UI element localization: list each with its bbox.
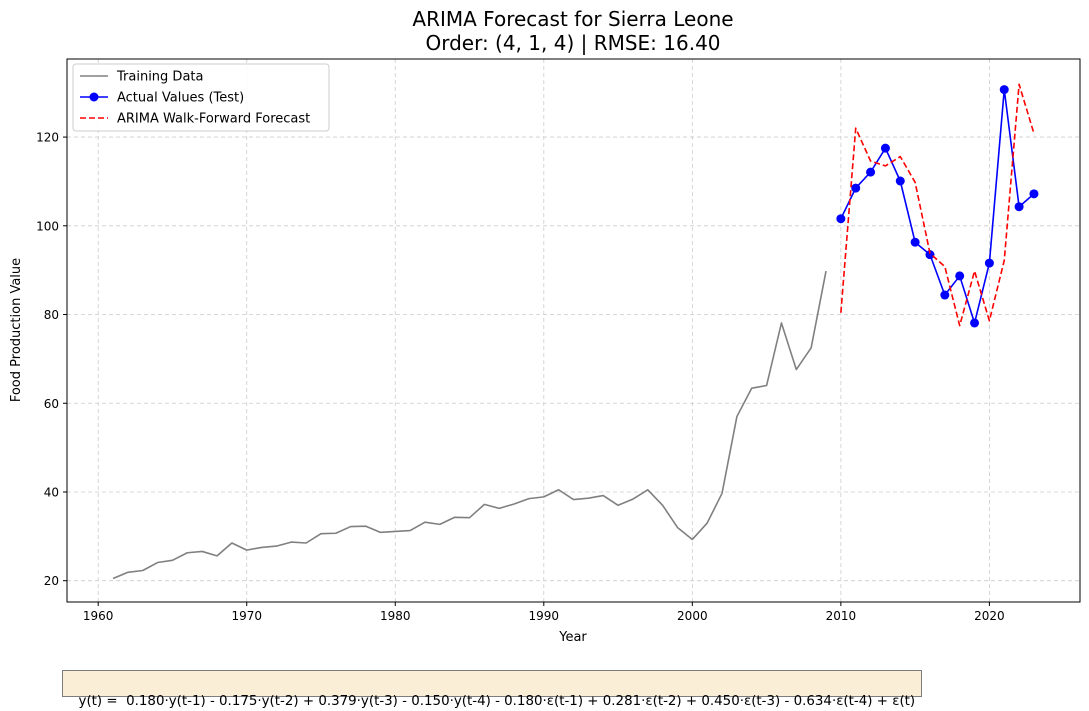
data-point <box>910 237 920 247</box>
equation-text: y(t) = 0.180·y(t-1) - 0.175·y(t-2) + 0.3… <box>78 694 916 709</box>
legend-label-forecast: ARIMA Walk-Forward Forecast <box>117 112 310 127</box>
data-point <box>940 290 950 300</box>
x-tick-label: 1970 <box>231 609 262 623</box>
y-tick-label: 100 <box>36 219 59 233</box>
data-point <box>895 176 905 186</box>
y-axis-label: Food Production Value <box>9 258 24 402</box>
legend-marker-actual <box>89 92 99 102</box>
data-point <box>851 183 861 193</box>
chart: ARIMA Forecast for Sierra Leone Order: (… <box>9 7 1081 645</box>
y-tick-label: 40 <box>44 485 59 499</box>
data-point <box>955 271 965 281</box>
data-point <box>1014 202 1024 212</box>
x-tick-label: 2020 <box>974 609 1005 623</box>
x-tick-label: 2000 <box>677 609 708 623</box>
data-point <box>1029 189 1039 199</box>
x-tick-label: 1960 <box>83 609 114 623</box>
plot-frame <box>66 58 1081 603</box>
legend: Training Data Actual Values (Test) ARIMA… <box>72 63 330 132</box>
x-tick-label: 1980 <box>380 609 411 623</box>
series-line-2 <box>840 83 1035 327</box>
y-tick-label: 80 <box>44 308 59 322</box>
series-line-0 <box>112 270 827 580</box>
legend-label-training: Training Data <box>116 70 203 85</box>
x-tick-label: 2010 <box>826 609 857 623</box>
equation-box: y(t) = 0.180·y(t-1) - 0.175·y(t-2) + 0.3… <box>62 670 923 709</box>
data-point <box>866 167 876 177</box>
y-tick-label: 20 <box>44 574 59 588</box>
x-axis-label: Year <box>558 630 587 645</box>
data-point <box>999 85 1009 95</box>
y-tick-label: 60 <box>44 397 59 411</box>
legend-label-actual: Actual Values (Test) <box>117 91 244 106</box>
data-point <box>984 258 994 268</box>
data-point <box>925 250 935 260</box>
y-tick-label: 120 <box>36 131 59 145</box>
series-line-1 <box>840 88 1035 324</box>
data-point <box>836 214 846 224</box>
data-point <box>880 143 890 153</box>
legend-frame <box>72 63 330 132</box>
chart-subtitle: Order: (4, 1, 4) | RMSE: 16.40 <box>425 31 720 55</box>
chart-title: ARIMA Forecast for Sierra Leone <box>412 7 733 31</box>
data-point <box>970 318 980 328</box>
x-tick-label: 1990 <box>529 609 560 623</box>
